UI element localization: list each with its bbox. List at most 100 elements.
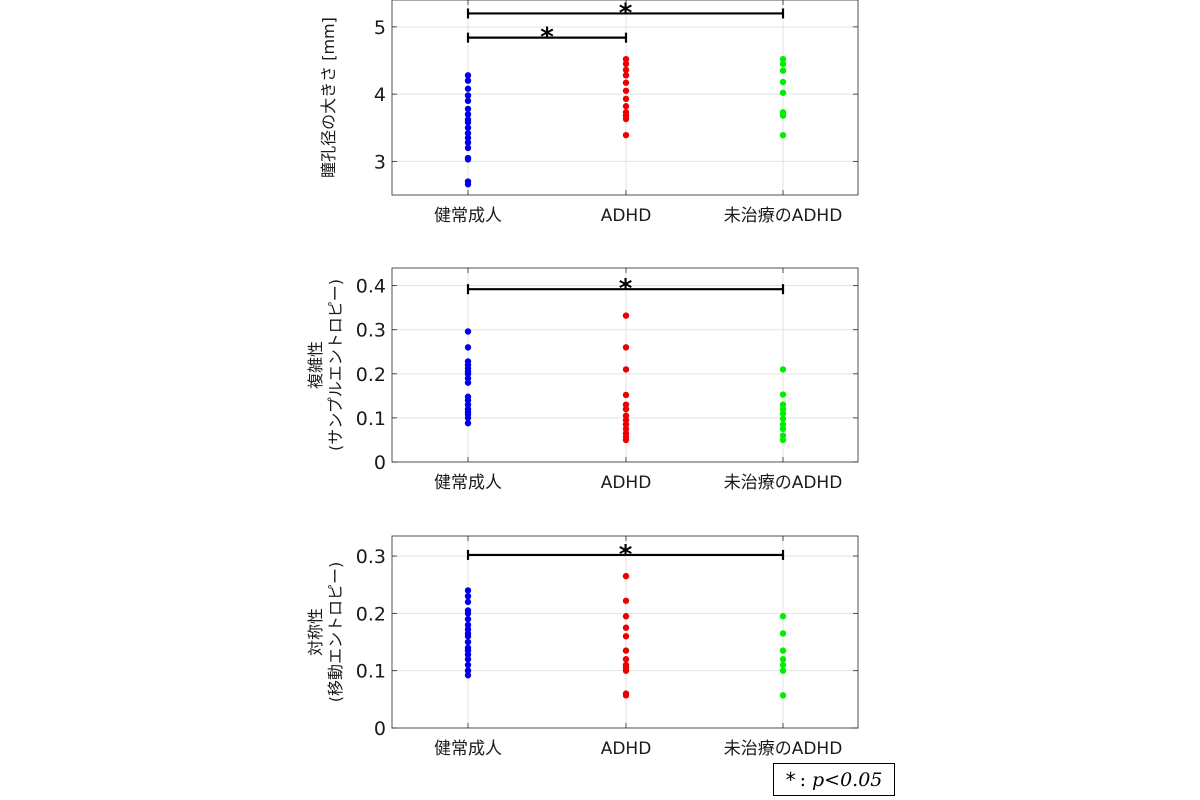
data-point: [622, 656, 630, 663]
x-tick-label: 健常成人: [434, 739, 502, 759]
significance-bracket: *: [466, 274, 785, 304]
y-tick-label: 0.1: [356, 661, 386, 683]
data-point: [779, 432, 787, 439]
data-point: [779, 60, 787, 68]
y-tick-label: 0.3: [356, 320, 386, 342]
data-point: [622, 613, 630, 620]
data-point: [779, 661, 787, 669]
data-point: [622, 416, 630, 424]
data-point: [779, 425, 787, 433]
y-axis-label-line: 瞳孔径の大きさ [mm]: [319, 17, 338, 178]
data-point: [622, 66, 630, 74]
data-point: [464, 607, 472, 614]
data-point: [779, 667, 787, 674]
y-tick-label: 0: [374, 452, 386, 474]
data-point: [464, 85, 472, 92]
data-point: [622, 72, 630, 79]
x-tick-label: 健常成人: [434, 206, 502, 226]
chart-panel-1: 3 4 5 健常成人 ADHD 未治療のADHD 瞳孔径の大きさ [mm] * *: [319, 0, 859, 226]
data-point: [622, 366, 630, 373]
data-point: [622, 661, 630, 669]
x-tick-label: 未治療のADHD: [724, 739, 843, 759]
data-point: [779, 109, 787, 116]
data-point: [464, 626, 472, 633]
data-point: [779, 55, 787, 63]
data-point: [464, 401, 472, 408]
data-point: [622, 647, 630, 654]
data-point: [622, 79, 630, 86]
data-point: [622, 391, 630, 399]
data-point: [779, 647, 787, 654]
data-point: [464, 358, 472, 365]
data-point: [622, 60, 630, 68]
y-tick-label: 0.3: [356, 546, 386, 568]
data-point: [622, 430, 630, 437]
data-point: [464, 116, 472, 123]
data-point: [464, 77, 472, 84]
data-point: [464, 592, 472, 600]
significance-bracket: *: [466, 540, 785, 570]
data-point: [622, 55, 630, 63]
data-point: [622, 597, 630, 604]
legend-pvalue: p<0.05: [812, 768, 883, 791]
significance-star: *: [540, 23, 554, 53]
data-point: [464, 144, 472, 152]
data-point: [622, 405, 630, 413]
data-point: [779, 401, 787, 408]
data-point: [622, 633, 630, 640]
data-point: [464, 328, 472, 335]
data-point: [464, 154, 472, 162]
data-point: [779, 410, 787, 417]
significance-star: *: [619, 0, 633, 28]
data-point: [622, 421, 630, 428]
data-point: [622, 109, 630, 116]
chart-panel-2: 0 0.1 0.2 0.3 0.4 健常成人 ADHD 未治療のADHD 複雑性(サンプルエント…: [306, 267, 859, 493]
data-point: [464, 672, 472, 679]
data-point: [464, 134, 472, 142]
data-point: [779, 656, 787, 663]
data-point: [622, 103, 630, 110]
y-tick-label: 3: [374, 151, 386, 173]
data-point: [622, 401, 630, 408]
data-point: [779, 692, 787, 699]
y-tick-label: 0: [374, 718, 386, 740]
x-tick-label: 未治療のADHD: [724, 473, 843, 493]
y-axis-label-line: (移動エントロピー): [326, 562, 345, 703]
data-point: [622, 95, 630, 103]
significance-bracket: *: [466, 0, 785, 28]
data-point: [779, 78, 787, 86]
significance-star: *: [619, 540, 633, 570]
data-point: [464, 72, 472, 79]
data-point: [464, 393, 472, 400]
data-point: [464, 375, 472, 382]
legend-star: *: [785, 767, 796, 792]
data-point: [622, 87, 630, 94]
data-point: [464, 344, 472, 351]
data-point: [779, 131, 787, 139]
data-point: [779, 405, 787, 413]
y-tick-label: 0.2: [356, 364, 386, 386]
y-axis-label-line: (サンプルエントロピー): [326, 279, 345, 451]
data-point: [464, 124, 472, 131]
significance-bracket: *: [466, 23, 628, 53]
y-tick-label: 0.1: [356, 408, 386, 430]
data-point: [622, 425, 630, 433]
data-point: [622, 344, 630, 351]
data-point: [464, 92, 472, 99]
y-axis-label-line: 複雑性: [306, 341, 325, 389]
legend-colon: :: [799, 768, 806, 791]
data-point: [779, 421, 787, 428]
data-point: [464, 139, 472, 146]
data-point: [464, 644, 472, 651]
data-point: [464, 420, 472, 427]
data-point: [464, 405, 472, 413]
data-point: [779, 67, 787, 74]
data-point: [622, 312, 630, 319]
data-point: [464, 621, 472, 629]
y-axis-label: 複雑性(サンプルエントロピー): [306, 279, 345, 451]
significance-star: *: [619, 274, 633, 304]
x-tick-label: ADHD: [601, 206, 652, 226]
data-point: [779, 436, 787, 444]
data-point: [464, 615, 472, 623]
